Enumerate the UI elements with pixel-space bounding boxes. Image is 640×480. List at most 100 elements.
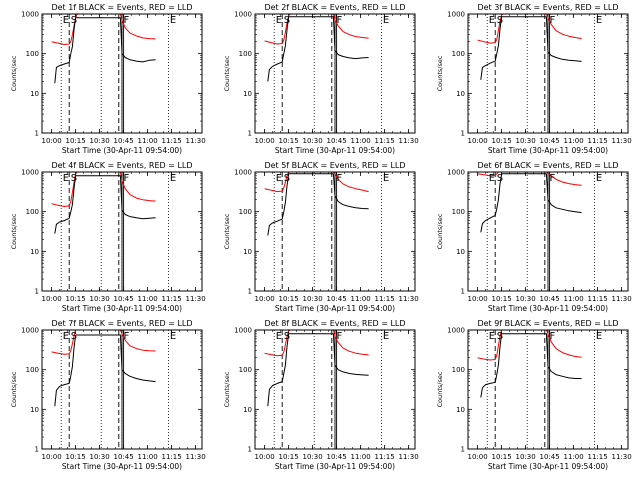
y-tick-label: 1000 — [21, 327, 39, 335]
x-axis-label: Start Time (30-Apr-11 09:54:00) — [488, 304, 608, 313]
y-tick-label: 1 — [248, 130, 252, 138]
panel-title: Det 1f BLACK = Events, RED = LLD — [51, 3, 192, 12]
y-tick-label: 10 — [456, 248, 465, 256]
lld-series-line — [51, 330, 156, 355]
y-axis-label: Counts/sec — [10, 213, 18, 249]
x-tick-label: 11:30 — [186, 295, 206, 303]
y-tick-label: 10 — [243, 90, 252, 98]
x-tick-label: 11:00 — [138, 295, 158, 303]
y-tick-label: 100 — [452, 50, 465, 58]
plot-area — [51, 172, 169, 291]
x-tick-label: 10:45 — [114, 295, 134, 303]
x-tick-label: 11:00 — [564, 295, 584, 303]
x-tick-label: 10:00 — [468, 295, 488, 303]
panel-7: Det 7f BLACK = Events, RED = LLD Counts/s… — [10, 319, 206, 471]
panel-1: Det 1f BLACK = Events, RED = LLD Counts/s… — [10, 3, 206, 155]
interval-marker-label: F — [124, 173, 130, 184]
y-axis-label: Counts/sec — [223, 371, 231, 407]
interval-marker-label: E — [489, 173, 495, 184]
x-tick-label: 11:15 — [588, 453, 608, 461]
x-tick-label: 11:30 — [612, 137, 632, 145]
interval-marker-label: S — [71, 15, 77, 26]
y-tick-label: 1000 — [234, 11, 252, 19]
interval-marker-label: E — [489, 15, 495, 26]
interval-marker-label: E — [383, 15, 389, 26]
x-tick-label: 10:30 — [303, 137, 323, 145]
x-tick-label: 11:00 — [138, 453, 158, 461]
y-tick-label: 1000 — [234, 169, 252, 177]
events-series-line — [54, 175, 156, 234]
events-series-line — [267, 173, 369, 236]
y-tick-label: 10 — [243, 406, 252, 414]
interval-marker-label: E — [170, 173, 176, 184]
panel-6: Det 6f BLACK = Events, RED = LLD Counts/s… — [436, 161, 632, 313]
panel-title: Det 4f BLACK = Events, RED = LLD — [51, 161, 192, 170]
panel-2: Det 2f BLACK = Events, RED = LLD Counts/s… — [223, 3, 419, 155]
y-tick-label: 10 — [30, 90, 39, 98]
plot-frame — [254, 329, 416, 450]
plot-area — [264, 172, 382, 291]
x-tick-label: 11:00 — [351, 137, 371, 145]
lld-series-line — [51, 172, 156, 207]
plot-area — [477, 330, 595, 449]
panel-3: Det 3f BLACK = Events, RED = LLD Counts/s… — [436, 3, 632, 155]
y-tick-label: 1 — [248, 446, 252, 454]
x-tick-label: 11:15 — [588, 137, 608, 145]
interval-marker-label: E — [596, 331, 602, 342]
x-tick-label: 10:30 — [516, 453, 536, 461]
x-tick-label: 10:30 — [90, 295, 110, 303]
x-tick-label: 11:00 — [564, 453, 584, 461]
y-tick-label: 10 — [456, 90, 465, 98]
events-series-line — [267, 16, 369, 82]
plot-frame — [254, 171, 416, 292]
interval-marker-label: E — [276, 173, 282, 184]
y-axis-label: Counts/sec — [436, 371, 444, 407]
interval-marker-label: E — [596, 173, 602, 184]
x-axis-label: Start Time (30-Apr-11 09:54:00) — [488, 462, 608, 471]
x-tick-label: 10:45 — [327, 295, 347, 303]
plot-frame — [41, 329, 203, 450]
y-tick-label: 100 — [452, 366, 465, 374]
x-tick-label: 11:15 — [588, 295, 608, 303]
y-axis-label: Counts/sec — [436, 213, 444, 249]
x-tick-label: 11:15 — [375, 137, 395, 145]
interval-marker-label: F — [124, 15, 130, 26]
lld-series-line — [477, 14, 582, 44]
x-tick-label: 11:30 — [186, 453, 206, 461]
y-axis-label: Counts/sec — [223, 213, 231, 249]
y-tick-label: 100 — [239, 366, 252, 374]
lld-series-line — [477, 172, 582, 186]
x-tick-label: 11:15 — [162, 137, 182, 145]
y-tick-label: 10 — [30, 248, 39, 256]
x-tick-label: 10:30 — [90, 137, 110, 145]
interval-marker-label: E — [276, 15, 282, 26]
interval-marker-label: F — [337, 15, 343, 26]
x-tick-label: 11:00 — [351, 295, 371, 303]
y-tick-label: 100 — [239, 208, 252, 216]
y-tick-label: 100 — [26, 208, 39, 216]
y-tick-label: 10 — [456, 406, 465, 414]
y-tick-label: 1000 — [447, 169, 465, 177]
interval-marker-label: F — [124, 331, 130, 342]
panel-title: Det 9f BLACK = Events, RED = LLD — [477, 319, 618, 328]
events-series-line — [480, 16, 582, 80]
plot-frame — [467, 13, 629, 134]
panel-title: Det 7f BLACK = Events, RED = LLD — [51, 319, 192, 328]
plot-frame — [41, 13, 203, 134]
events-series-line — [54, 334, 156, 407]
interval-marker-label: S — [284, 173, 290, 184]
x-tick-label: 11:30 — [612, 453, 632, 461]
x-axis-label: Start Time (30-Apr-11 09:54:00) — [62, 462, 182, 471]
x-tick-label: 11:30 — [399, 295, 419, 303]
x-axis-label: Start Time (30-Apr-11 09:54:00) — [275, 304, 395, 313]
x-tick-label: 10:45 — [540, 295, 560, 303]
y-tick-label: 100 — [26, 366, 39, 374]
x-tick-label: 10:30 — [90, 453, 110, 461]
interval-marker-label: S — [71, 331, 77, 342]
x-tick-label: 10:45 — [327, 453, 347, 461]
y-tick-label: 1 — [35, 288, 39, 296]
y-tick-label: 1000 — [447, 11, 465, 19]
plot-area — [477, 172, 595, 291]
interval-marker-label: F — [550, 331, 556, 342]
x-tick-label: 10:15 — [66, 295, 86, 303]
